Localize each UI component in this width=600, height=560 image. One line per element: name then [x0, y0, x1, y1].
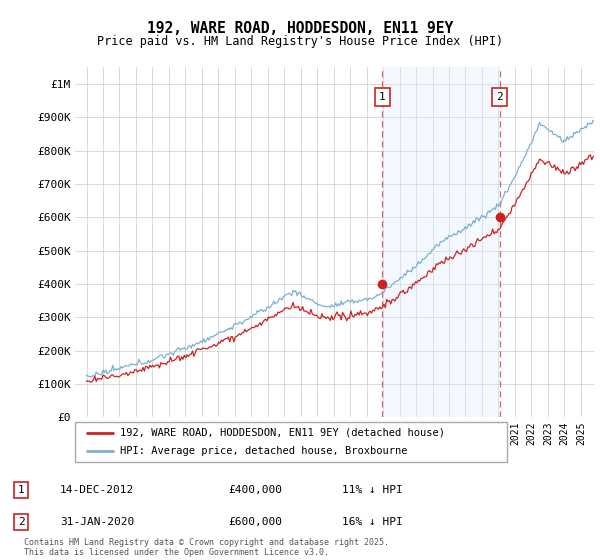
Text: 192, WARE ROAD, HODDESDON, EN11 9EY (detached house): 192, WARE ROAD, HODDESDON, EN11 9EY (det… — [121, 428, 445, 437]
Bar — [382, 67, 500, 417]
Text: Contains HM Land Registry data © Crown copyright and database right 2025.
This d: Contains HM Land Registry data © Crown c… — [24, 538, 389, 557]
FancyBboxPatch shape — [75, 422, 507, 462]
Text: 1: 1 — [379, 92, 386, 102]
Text: 16% ↓ HPI: 16% ↓ HPI — [342, 517, 403, 527]
Text: 2: 2 — [17, 517, 25, 527]
Text: 14-DEC-2012: 14-DEC-2012 — [60, 485, 134, 495]
Text: 1: 1 — [17, 485, 25, 495]
Text: £600,000: £600,000 — [228, 517, 282, 527]
Text: 31-JAN-2020: 31-JAN-2020 — [60, 517, 134, 527]
Text: 192, WARE ROAD, HODDESDON, EN11 9EY: 192, WARE ROAD, HODDESDON, EN11 9EY — [147, 21, 453, 36]
Text: HPI: Average price, detached house, Broxbourne: HPI: Average price, detached house, Brox… — [121, 446, 408, 456]
Text: £400,000: £400,000 — [228, 485, 282, 495]
Text: 11% ↓ HPI: 11% ↓ HPI — [342, 485, 403, 495]
Text: 2: 2 — [496, 92, 503, 102]
Text: Price paid vs. HM Land Registry's House Price Index (HPI): Price paid vs. HM Land Registry's House … — [97, 35, 503, 48]
